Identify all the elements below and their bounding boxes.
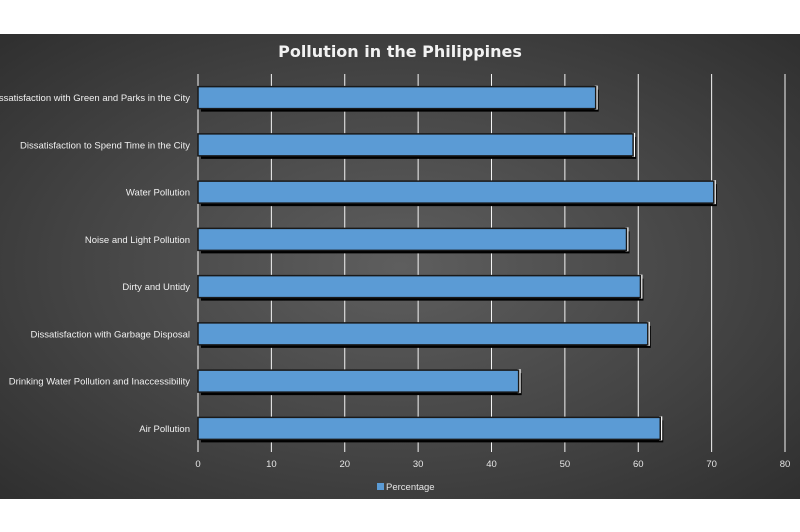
x-tick-label: 80 xyxy=(780,459,791,470)
category-labels: Dissatisfaction with Green and Parks in … xyxy=(0,93,190,435)
category-label: Drinking Water Pollution and Inaccessibi… xyxy=(9,377,191,388)
x-tick-label: 10 xyxy=(266,459,277,470)
x-tick-label: 40 xyxy=(486,459,497,470)
category-label: Dissatisfaction to Spend Time in the Cit… xyxy=(20,140,190,151)
x-tick-label: 0 xyxy=(195,459,200,470)
legend-label: Percentage xyxy=(386,482,435,493)
chart-title: Pollution in the Philippines xyxy=(278,42,522,61)
x-tick-label: 70 xyxy=(706,459,717,470)
bar xyxy=(197,416,662,441)
chart-area: Pollution in the Philippines Dissatisfac… xyxy=(0,34,800,499)
x-axis-ticks: 0 10 20 30 40 50 60 70 80 xyxy=(195,459,790,470)
x-tick-label: 50 xyxy=(560,459,571,470)
bar-chart: Pollution in the Philippines Dissatisfac… xyxy=(0,42,790,493)
legend: Percentage xyxy=(377,482,435,493)
bars xyxy=(197,85,717,443)
bar xyxy=(197,133,634,157)
bar xyxy=(197,227,628,252)
category-label: Dissatisfaction with Green and Parks in … xyxy=(0,93,190,104)
bar xyxy=(197,369,520,393)
bar xyxy=(197,180,715,204)
category-label: Air Pollution xyxy=(139,424,190,435)
category-label: Dirty and Untidy xyxy=(122,282,190,293)
bar xyxy=(197,274,642,299)
gridlines xyxy=(197,74,786,452)
legend-swatch xyxy=(377,483,384,490)
category-label: Noise and Light Pollution xyxy=(85,235,190,246)
x-tick-label: 20 xyxy=(339,459,350,470)
category-label: Water Pollution xyxy=(126,188,190,199)
bar xyxy=(197,322,649,346)
x-tick-label: 30 xyxy=(413,459,424,470)
category-label: Dissatisfaction with Garbage Disposal xyxy=(31,329,190,340)
bar xyxy=(197,85,597,110)
x-tick-label: 60 xyxy=(633,459,644,470)
